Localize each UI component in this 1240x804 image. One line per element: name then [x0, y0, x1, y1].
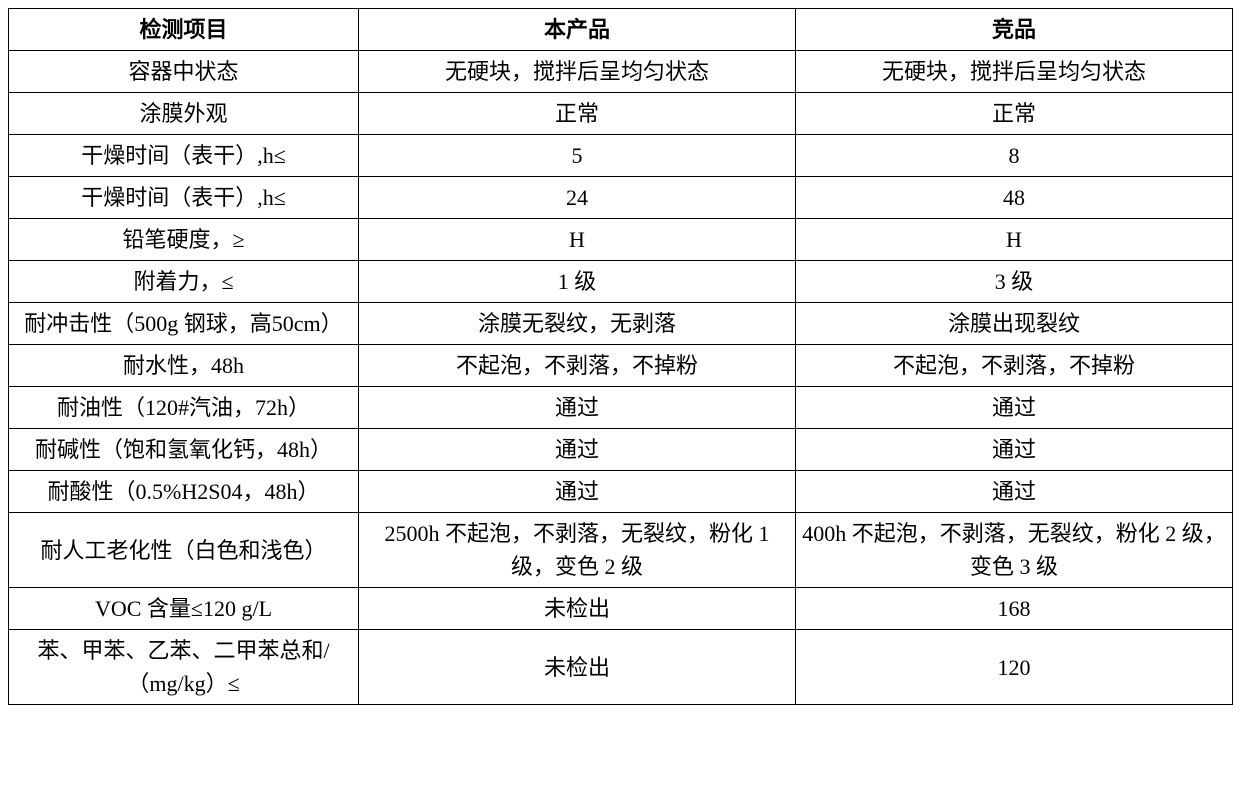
cell-product: 未检出 [359, 588, 796, 630]
cell-product: 涂膜无裂纹，无剥落 [359, 303, 796, 345]
cell-item: 铅笔硬度，≥ [9, 219, 359, 261]
cell-item: 耐水性，48h [9, 345, 359, 387]
cell-competitor: 通过 [796, 387, 1233, 429]
header-product: 本产品 [359, 9, 796, 51]
cell-product: 1 级 [359, 261, 796, 303]
cell-competitor: H [796, 219, 1233, 261]
cell-product: 2500h 不起泡，不剥落，无裂纹，粉化 1 级，变色 2 级 [359, 513, 796, 588]
cell-item: 涂膜外观 [9, 93, 359, 135]
cell-product: 不起泡，不剥落，不掉粉 [359, 345, 796, 387]
cell-item: 干燥时间（表干）,h≤ [9, 177, 359, 219]
cell-item: 容器中状态 [9, 51, 359, 93]
cell-item: 耐酸性（0.5%H2S04，48h） [9, 471, 359, 513]
cell-competitor: 不起泡，不剥落，不掉粉 [796, 345, 1233, 387]
cell-product: H [359, 219, 796, 261]
cell-item: 耐冲击性（500g 钢球，高50cm） [9, 303, 359, 345]
table-row: 干燥时间（表干）,h≤ 24 48 [9, 177, 1233, 219]
table-row: 容器中状态 无硬块，搅拌后呈均匀状态 无硬块，搅拌后呈均匀状态 [9, 51, 1233, 93]
comparison-table: 检测项目 本产品 竞品 容器中状态 无硬块，搅拌后呈均匀状态 无硬块，搅拌后呈均… [8, 8, 1233, 705]
cell-competitor: 通过 [796, 471, 1233, 513]
cell-item: 附着力，≤ [9, 261, 359, 303]
cell-competitor: 通过 [796, 429, 1233, 471]
cell-item: 干燥时间（表干）,h≤ [9, 135, 359, 177]
table-row: 耐碱性（饱和氢氧化钙，48h） 通过 通过 [9, 429, 1233, 471]
table-body: 容器中状态 无硬块，搅拌后呈均匀状态 无硬块，搅拌后呈均匀状态 涂膜外观 正常 … [9, 51, 1233, 705]
table-row: 耐人工老化性（白色和浅色） 2500h 不起泡，不剥落，无裂纹，粉化 1 级，变… [9, 513, 1233, 588]
table-row: 耐酸性（0.5%H2S04，48h） 通过 通过 [9, 471, 1233, 513]
cell-competitor: 3 级 [796, 261, 1233, 303]
table-row: 耐水性，48h 不起泡，不剥落，不掉粉 不起泡，不剥落，不掉粉 [9, 345, 1233, 387]
cell-competitor: 120 [796, 630, 1233, 705]
table-row: VOC 含量≤120 g/L 未检出 168 [9, 588, 1233, 630]
table-header-row: 检测项目 本产品 竞品 [9, 9, 1233, 51]
cell-product: 通过 [359, 387, 796, 429]
cell-item: 苯、甲苯、乙苯、二甲苯总和/（mg/kg）≤ [9, 630, 359, 705]
cell-competitor: 8 [796, 135, 1233, 177]
table-row: 铅笔硬度，≥ H H [9, 219, 1233, 261]
table-row: 附着力，≤ 1 级 3 级 [9, 261, 1233, 303]
cell-item: VOC 含量≤120 g/L [9, 588, 359, 630]
header-item: 检测项目 [9, 9, 359, 51]
cell-competitor: 正常 [796, 93, 1233, 135]
cell-product: 5 [359, 135, 796, 177]
table-row: 耐油性（120#汽油，72h） 通过 通过 [9, 387, 1233, 429]
cell-item: 耐人工老化性（白色和浅色） [9, 513, 359, 588]
cell-product: 通过 [359, 471, 796, 513]
cell-product: 无硬块，搅拌后呈均匀状态 [359, 51, 796, 93]
table-row: 涂膜外观 正常 正常 [9, 93, 1233, 135]
cell-item: 耐油性（120#汽油，72h） [9, 387, 359, 429]
cell-product: 正常 [359, 93, 796, 135]
table-row: 苯、甲苯、乙苯、二甲苯总和/（mg/kg）≤ 未检出 120 [9, 630, 1233, 705]
cell-competitor: 无硬块，搅拌后呈均匀状态 [796, 51, 1233, 93]
cell-product: 24 [359, 177, 796, 219]
cell-product: 未检出 [359, 630, 796, 705]
cell-competitor: 168 [796, 588, 1233, 630]
cell-competitor: 400h 不起泡，不剥落，无裂纹，粉化 2 级，变色 3 级 [796, 513, 1233, 588]
cell-competitor: 48 [796, 177, 1233, 219]
table-row: 耐冲击性（500g 钢球，高50cm） 涂膜无裂纹，无剥落 涂膜出现裂纹 [9, 303, 1233, 345]
table-row: 干燥时间（表干）,h≤ 5 8 [9, 135, 1233, 177]
cell-competitor: 涂膜出现裂纹 [796, 303, 1233, 345]
cell-product: 通过 [359, 429, 796, 471]
header-competitor: 竞品 [796, 9, 1233, 51]
cell-item: 耐碱性（饱和氢氧化钙，48h） [9, 429, 359, 471]
